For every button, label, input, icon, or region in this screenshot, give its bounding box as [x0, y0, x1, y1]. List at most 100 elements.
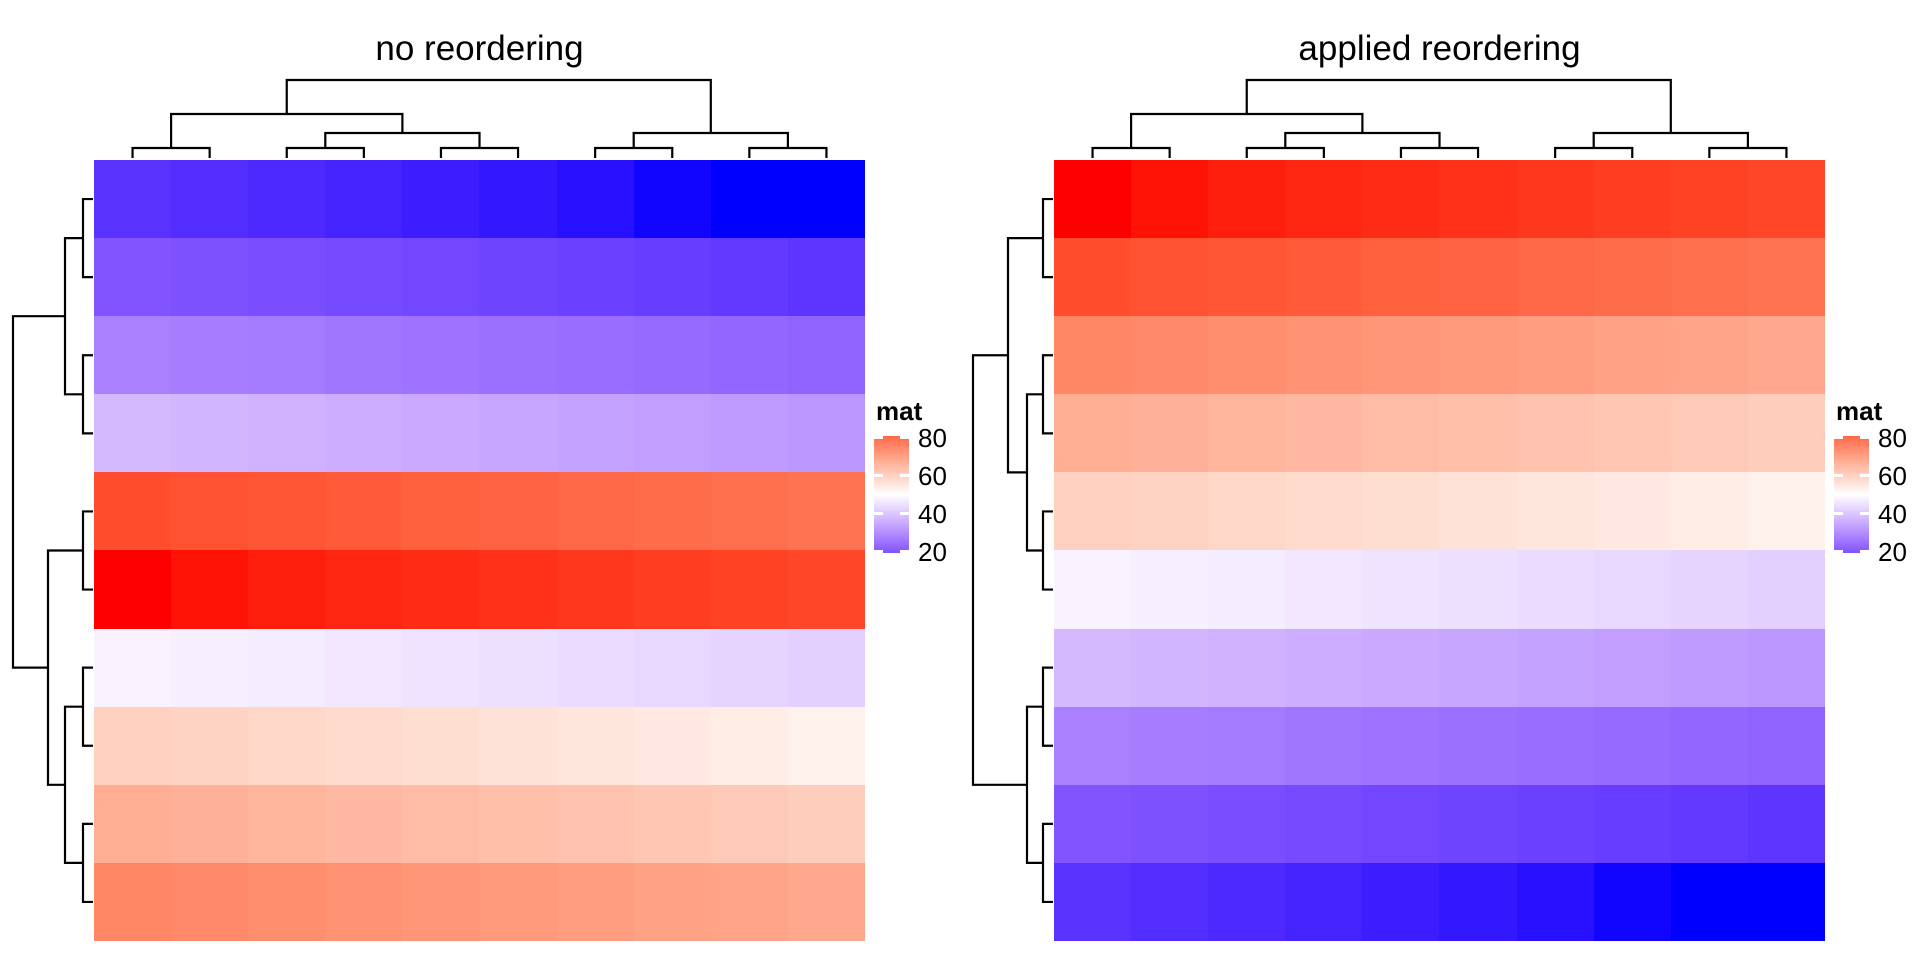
heatmap-cell — [402, 472, 480, 551]
heatmap-cell — [1670, 628, 1748, 707]
heatmap-cell — [1593, 394, 1671, 473]
heatmap-cell — [1516, 550, 1594, 629]
dendrogram-branch — [971, 354, 1027, 786]
heatmap-cell — [171, 862, 249, 941]
heatmap-cell — [1362, 550, 1440, 629]
heatmap-cell — [1439, 238, 1517, 317]
heatmap-cell — [94, 550, 172, 629]
heatmap-cell — [1439, 862, 1517, 941]
heatmap-cell — [248, 706, 326, 785]
legend-tick-mark — [874, 436, 883, 439]
dendrogram-branch — [81, 666, 93, 747]
heatmap-cell — [1670, 316, 1748, 395]
heatmap-cell — [1208, 394, 1286, 473]
legend-color-bar — [874, 436, 909, 553]
heatmap-cell — [1747, 862, 1825, 941]
dendrogram-branch — [81, 510, 93, 591]
dendrogram-branch — [1091, 146, 1171, 158]
heatmap-cell — [1054, 316, 1132, 395]
heatmap-cell — [633, 316, 711, 395]
heatmap-cell — [171, 628, 249, 707]
heatmap-cell — [710, 784, 788, 863]
dendrogram-branch — [170, 112, 404, 148]
heatmap-cell — [1593, 316, 1671, 395]
heatmap-cell — [1131, 394, 1209, 473]
heatmap-cell — [325, 784, 403, 863]
heatmap-cell — [248, 628, 326, 707]
heatmap-cell — [94, 238, 172, 317]
dendrogram-branch — [1245, 78, 1672, 133]
dendrogram-branch — [748, 146, 828, 158]
heatmap-cell — [633, 706, 711, 785]
color-legend: mat 80 60 40 20 — [874, 398, 974, 568]
heatmap-cell — [325, 628, 403, 707]
legend-tick-mark — [874, 550, 883, 553]
heatmap-cell — [402, 706, 480, 785]
dendrogram-branch — [324, 131, 481, 148]
heatmap-cell — [1439, 784, 1517, 863]
heatmap-cell — [325, 862, 403, 941]
heatmap-cells — [1054, 160, 1825, 941]
heatmap-cell — [633, 784, 711, 863]
heatmap-cell — [1593, 862, 1671, 941]
heatmap-cell — [325, 238, 403, 317]
legend-tick-mark — [1860, 474, 1869, 477]
heatmap-cell — [633, 550, 711, 629]
heatmap-cell — [1516, 238, 1594, 317]
heatmap-cell — [1131, 862, 1209, 941]
heatmap-cell — [479, 394, 557, 473]
heatmap-cell — [1670, 862, 1748, 941]
heatmap-cell — [1747, 784, 1825, 863]
heatmap-panel-applied-reordering: applied reordering mat 80 60 40 20 — [960, 0, 1920, 960]
heatmap-cell — [556, 784, 634, 863]
heatmap-cell — [1747, 316, 1825, 395]
dendrogram-branch — [632, 131, 789, 148]
heatmap-cell — [479, 784, 557, 863]
heatmap-cell — [710, 238, 788, 317]
heatmap-cell — [1362, 316, 1440, 395]
heatmap-cell — [1439, 706, 1517, 785]
heatmap-cell — [479, 862, 557, 941]
legend-tick-mark — [1860, 436, 1869, 439]
dendrogram-branch — [594, 146, 674, 158]
heatmap-cell — [248, 862, 326, 941]
heatmap-cell — [1054, 394, 1132, 473]
heatmap-cell — [1285, 706, 1363, 785]
heatmap-cell — [1285, 862, 1363, 941]
legend-tick-label: 60 — [918, 460, 947, 491]
heatmap-cell — [710, 472, 788, 551]
dendrogram-branch — [285, 146, 365, 158]
dendrogram-branch — [1041, 822, 1053, 904]
heatmap-cell — [248, 238, 326, 317]
dendrogram-branch — [1041, 197, 1053, 279]
heatmap-cell — [787, 160, 865, 239]
legend-tick-label: 60 — [1878, 460, 1907, 491]
heatmap-cell — [556, 628, 634, 707]
heatmap-cell — [248, 316, 326, 395]
heatmap-cell — [710, 394, 788, 473]
heatmap-cell — [1208, 706, 1286, 785]
dendrogram-branch — [131, 146, 211, 158]
heatmap-cell — [94, 316, 172, 395]
heatmap-cell — [633, 238, 711, 317]
heatmap-cell — [1593, 160, 1671, 239]
heatmap-cell — [710, 862, 788, 941]
dendrogram-branch — [1025, 705, 1043, 864]
legend-tick-label: 80 — [1878, 422, 1907, 453]
heatmap-cell — [1670, 784, 1748, 863]
heatmap-cell — [1131, 550, 1209, 629]
heatmap-cell — [556, 316, 634, 395]
heatmap-cell — [479, 238, 557, 317]
heatmap-cell — [787, 316, 865, 395]
heatmap-cell — [171, 706, 249, 785]
heatmap-cell — [248, 394, 326, 473]
heatmap-cell — [1285, 160, 1363, 239]
legend-color-bar — [1834, 436, 1869, 553]
heatmap-cell — [248, 550, 326, 629]
heatmap-cell — [1054, 238, 1132, 317]
heatmap-cell — [787, 550, 865, 629]
heatmap-cell — [94, 160, 172, 239]
heatmap-cell — [94, 862, 172, 941]
heatmap-cell — [1593, 628, 1671, 707]
heatmap-cell — [402, 628, 480, 707]
